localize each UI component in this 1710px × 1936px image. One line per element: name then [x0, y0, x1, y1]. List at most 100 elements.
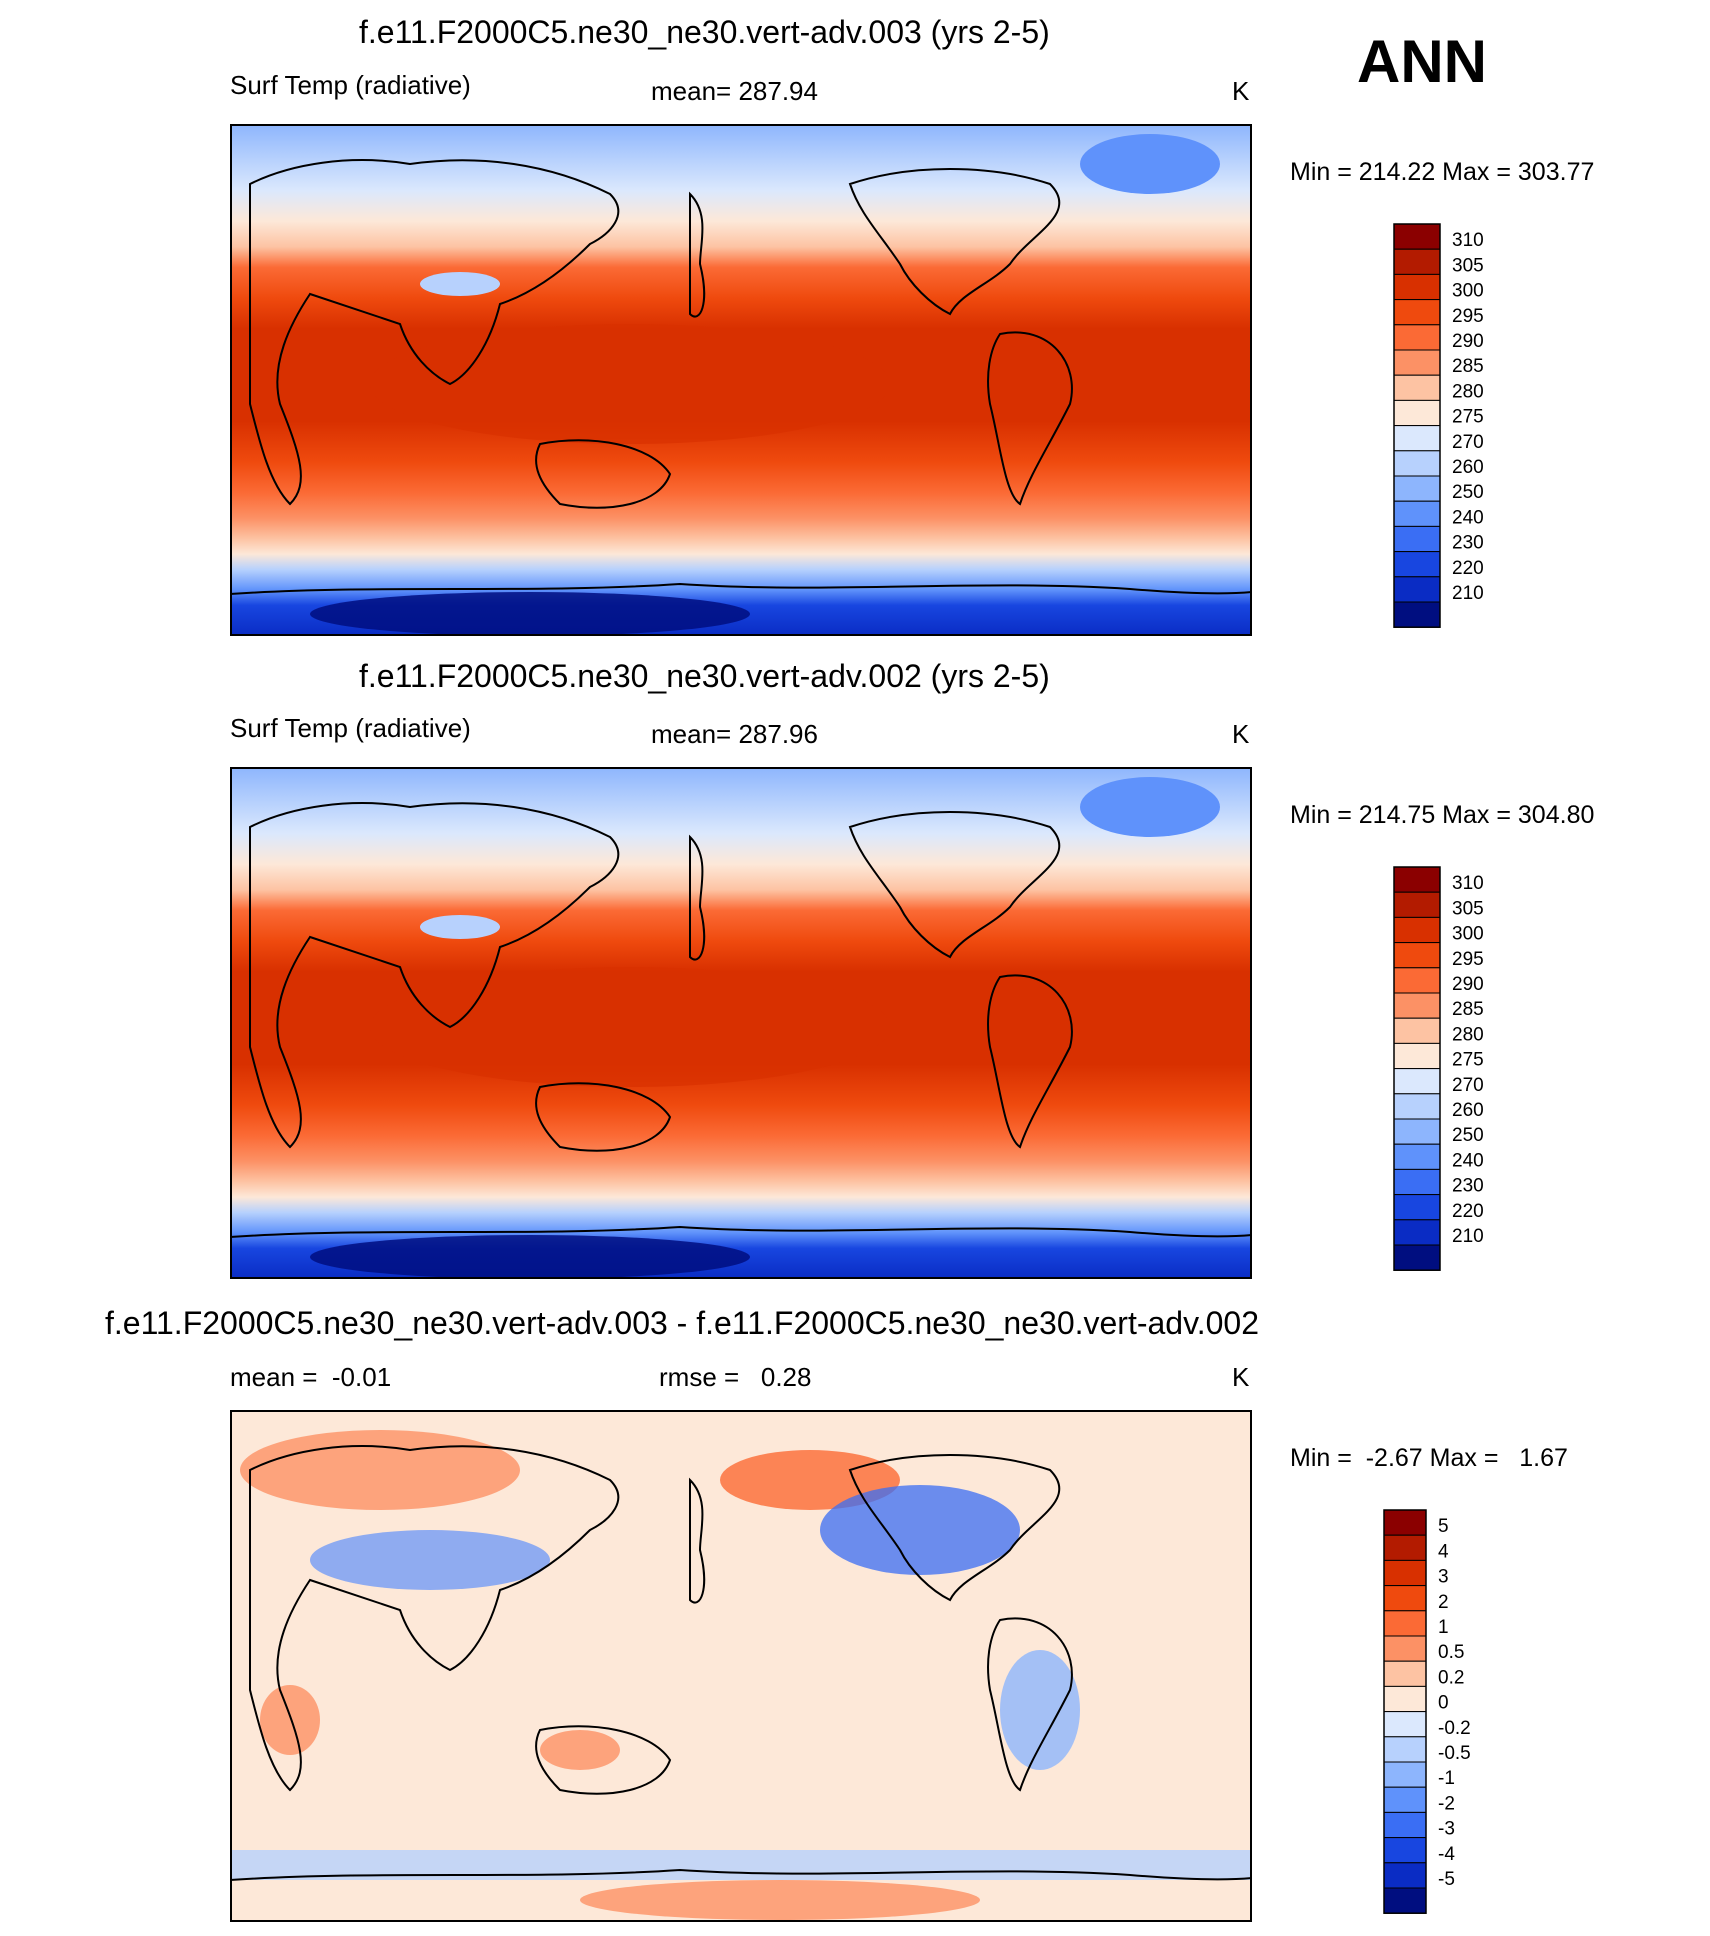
colorbar-swatch — [1393, 1093, 1441, 1120]
colorbar-swatch — [1383, 1509, 1427, 1536]
colorbar-swatch — [1393, 248, 1441, 275]
colorbar-swatch — [1383, 1559, 1427, 1587]
map-frame — [230, 124, 1252, 636]
panel-1-greenland-cold — [1080, 134, 1220, 194]
colorbar-tick-label: 210 — [1452, 583, 1484, 604]
colorbar-tick-label: 275 — [1452, 1050, 1484, 1071]
colorbar-tick-label: 275 — [1452, 407, 1484, 428]
colorbar-tick-label: 230 — [1452, 533, 1484, 554]
colorbar-tick-label: 305 — [1452, 255, 1484, 276]
colorbar-tick-label: 305 — [1452, 898, 1484, 919]
colorbar-tick-label: 0 — [1438, 1693, 1449, 1714]
colorbar-tick-label: -1 — [1438, 1768, 1455, 1789]
colorbar-swatch — [1383, 1736, 1427, 1763]
panel-3-samerica-cool — [1000, 1650, 1080, 1770]
panel-1-warm-pool — [370, 324, 890, 444]
panel-3-rmse-label: rmse = 0.28 — [659, 1362, 812, 1392]
colorbar-tick-label: 3 — [1438, 1567, 1449, 1588]
panel-1-continents — [230, 159, 1252, 595]
colorbar-tick-label: 2 — [1438, 1592, 1449, 1613]
panel-2-variable-label: Surf Temp (radiative) — [230, 713, 471, 743]
colorbar-swatch — [1383, 1811, 1427, 1839]
colorbar-swatch — [1383, 1862, 1427, 1889]
colorbar-tick-label: 240 — [1452, 507, 1484, 528]
colorbar-swatch — [1393, 1042, 1441, 1070]
colorbar-tick-label: -4 — [1438, 1844, 1455, 1865]
colorbar-swatch — [1393, 1017, 1441, 1044]
panel-2-warm-pool — [370, 967, 890, 1087]
colorbar-tick-label: 295 — [1452, 306, 1484, 327]
panel-1-units: K — [1232, 76, 1250, 106]
colorbar-swatch — [1383, 1837, 1427, 1864]
colorbar-swatch — [1393, 349, 1441, 376]
colorbar-tick-label: 300 — [1452, 281, 1484, 302]
panel-3-continents — [230, 1445, 1252, 1881]
colorbar-tick-label: -5 — [1438, 1869, 1455, 1890]
panel-3-africa-warm — [260, 1685, 320, 1755]
colorbar-swatch — [1383, 1685, 1427, 1713]
colorbar-tick-label: 310 — [1452, 230, 1484, 251]
panel-3-arctic-warm — [240, 1430, 520, 1510]
colorbar-swatch — [1393, 525, 1441, 553]
colorbar-frame — [1393, 223, 1441, 628]
colorbar-swatch — [1393, 967, 1441, 994]
panel-1-minmax: Min = 214.22 Max = 303.77 — [1290, 158, 1595, 186]
colorbar-swatch — [1393, 916, 1441, 944]
colorbar-tick-label: 295 — [1452, 949, 1484, 970]
panel-3-siberia-warm — [720, 1450, 900, 1510]
colorbar-swatch — [1393, 1068, 1441, 1095]
colorbar-tick-label: 220 — [1452, 1201, 1484, 1222]
panel-1-variable-label: Surf Temp (radiative) — [230, 70, 471, 100]
panel-2-continents — [230, 802, 1252, 1238]
panel-2-minmax: Min = 214.75 Max = 304.80 — [1290, 801, 1595, 829]
colorbar-tick-label: 0.2 — [1438, 1667, 1464, 1688]
colorbar-tick-label: 280 — [1452, 1024, 1484, 1045]
colorbar-swatch — [1393, 601, 1441, 628]
panel-2-mean-label: mean= 287.96 — [651, 719, 818, 749]
colorbar-swatch — [1393, 500, 1441, 527]
colorbar-swatch — [1393, 1194, 1441, 1221]
panel-2-units: K — [1232, 719, 1250, 749]
colorbar-swatch — [1393, 891, 1441, 918]
panel-2-title: f.e11.F2000C5.ne30_ne30.vert-adv.002 (yr… — [359, 658, 1050, 694]
colorbar-swatch — [1393, 1143, 1441, 1170]
colorbar-tick-label: 300 — [1452, 924, 1484, 945]
colorbar-tick-label: 1 — [1438, 1617, 1449, 1638]
map-frame — [230, 767, 1252, 1279]
colorbar-swatch — [1383, 1534, 1427, 1561]
colorbar-swatch — [1393, 1118, 1441, 1145]
colorbar-tick-label: -0.5 — [1438, 1743, 1471, 1764]
colorbar-swatch — [1393, 866, 1441, 893]
panel-1-tibet-cold — [420, 272, 500, 296]
colorbar-tick-label: 290 — [1452, 974, 1484, 995]
colorbar-tick-label: -2 — [1438, 1793, 1455, 1814]
colorbar-tick-label: 280 — [1452, 381, 1484, 402]
colorbar-swatch — [1383, 1711, 1427, 1738]
colorbar-frame — [1393, 866, 1441, 1271]
colorbar-tick-label: 285 — [1452, 356, 1484, 377]
colorbar-swatch — [1393, 992, 1441, 1019]
colorbar-swatch — [1393, 1244, 1441, 1271]
colorbar-tick-label: 285 — [1452, 999, 1484, 1020]
panel-2-colorbar: 310 305 300 295 290 285 280 275 270 260 250 240 230 2… — [1393, 866, 1484, 1271]
colorbar-tick-label: 260 — [1452, 1100, 1484, 1121]
panel-1-antarctic-cold — [310, 592, 750, 636]
colorbar-swatch — [1393, 299, 1441, 326]
colorbar-tick-label: 5 — [1438, 1516, 1449, 1537]
colorbar-swatch — [1393, 223, 1441, 250]
colorbar-swatch — [1393, 450, 1441, 477]
colorbar-swatch — [1393, 942, 1441, 969]
colorbar-swatch — [1393, 1219, 1441, 1246]
panel-3-australia-warm — [540, 1730, 620, 1770]
colorbar-tick-label: 210 — [1452, 1226, 1484, 1247]
season-label: ANN — [1357, 28, 1487, 95]
panel-3-units: K — [1232, 1362, 1250, 1392]
colorbar-swatch — [1383, 1761, 1427, 1788]
colorbar-swatch — [1393, 399, 1441, 427]
panel-2-antarctic-cold — [310, 1235, 750, 1279]
colorbar-tick-label: -3 — [1438, 1819, 1455, 1840]
colorbar-swatch — [1393, 324, 1441, 351]
colorbar-tick-label: 4 — [1438, 1541, 1449, 1562]
colorbar-swatch — [1383, 1585, 1427, 1612]
colorbar-tick-label: 230 — [1452, 1176, 1484, 1197]
